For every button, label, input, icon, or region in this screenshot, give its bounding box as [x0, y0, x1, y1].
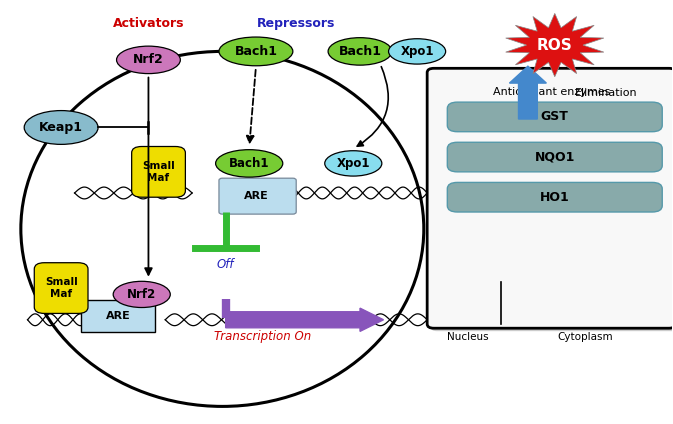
- Text: Bach1: Bach1: [339, 45, 382, 58]
- FancyBboxPatch shape: [448, 142, 662, 172]
- Ellipse shape: [388, 39, 446, 64]
- Ellipse shape: [328, 38, 392, 65]
- Ellipse shape: [116, 46, 180, 74]
- Text: Repressors: Repressors: [257, 17, 335, 31]
- Text: Antioxidant enzymes: Antioxidant enzymes: [493, 86, 610, 97]
- Text: Small
Maf: Small Maf: [142, 161, 175, 183]
- FancyBboxPatch shape: [448, 182, 662, 212]
- Text: Nrf2: Nrf2: [133, 53, 164, 67]
- FancyBboxPatch shape: [34, 263, 88, 313]
- FancyBboxPatch shape: [427, 68, 673, 328]
- Text: Bach1: Bach1: [229, 157, 269, 170]
- Text: Elimination: Elimination: [575, 88, 637, 98]
- FancyBboxPatch shape: [448, 102, 662, 132]
- Text: Nrf2: Nrf2: [127, 288, 156, 301]
- Polygon shape: [505, 14, 604, 77]
- FancyBboxPatch shape: [219, 178, 296, 214]
- Ellipse shape: [215, 150, 283, 177]
- Ellipse shape: [24, 111, 98, 145]
- FancyBboxPatch shape: [132, 147, 185, 197]
- Text: Cytoplasm: Cytoplasm: [557, 332, 613, 343]
- Text: Bach1: Bach1: [234, 45, 277, 58]
- Ellipse shape: [113, 281, 170, 307]
- Ellipse shape: [219, 37, 293, 66]
- Text: NQO1: NQO1: [534, 151, 575, 164]
- Text: Keap1: Keap1: [39, 121, 83, 134]
- Text: Nucleus: Nucleus: [447, 332, 489, 343]
- Text: GST: GST: [541, 110, 569, 123]
- Bar: [81, 300, 155, 332]
- Text: Activators: Activators: [112, 17, 184, 31]
- Text: Off: Off: [217, 258, 234, 271]
- Text: ARE: ARE: [244, 191, 269, 201]
- Text: HO1: HO1: [540, 191, 569, 204]
- Text: Small
Maf: Small Maf: [45, 277, 77, 299]
- Text: Xpo1: Xpo1: [400, 45, 434, 58]
- FancyArrow shape: [509, 66, 546, 119]
- Text: Xpo1: Xpo1: [336, 157, 370, 170]
- Ellipse shape: [325, 151, 382, 176]
- Text: ARE: ARE: [106, 310, 131, 321]
- Text: Transcription On: Transcription On: [214, 330, 311, 343]
- Text: ROS: ROS: [537, 38, 573, 53]
- FancyBboxPatch shape: [431, 71, 673, 331]
- FancyArrow shape: [225, 308, 384, 332]
